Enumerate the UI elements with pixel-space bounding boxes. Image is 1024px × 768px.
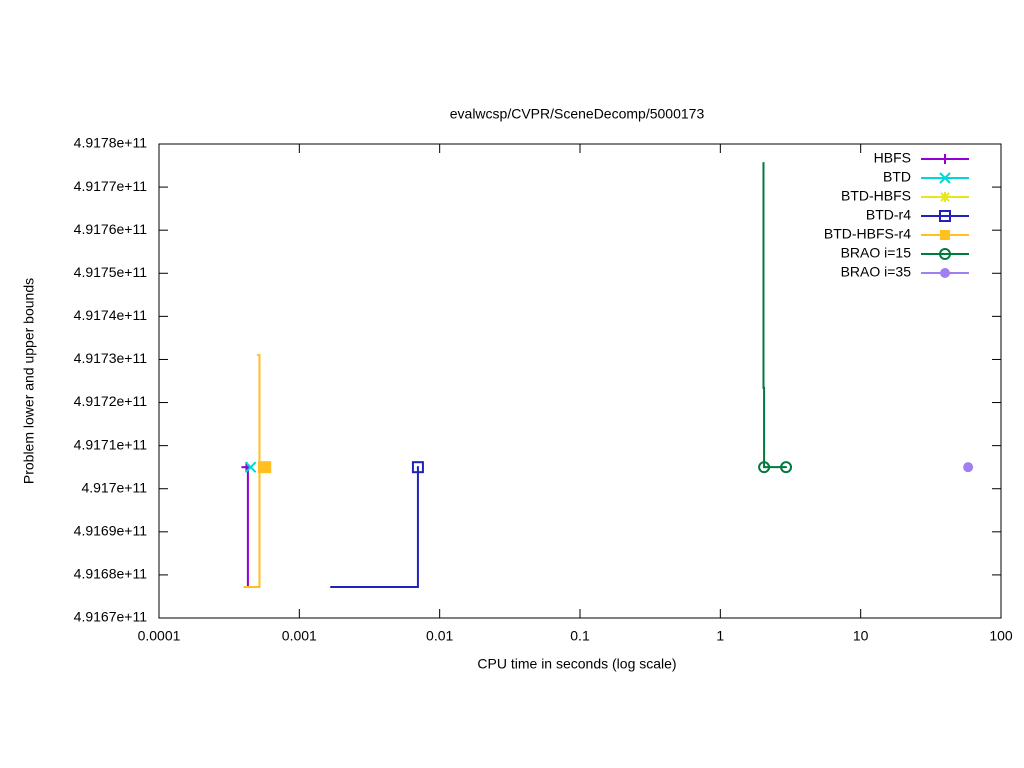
x-tick-label: 0.1 [570,628,590,644]
x-tick-label: 10 [853,628,869,644]
marker-part [940,192,950,202]
data-point [244,461,257,473]
marker-part [763,466,766,469]
legend-marker [939,172,951,184]
x-axis-label: CPU time in seconds (log scale) [477,656,676,672]
y-tick-label: 4.9172e+11 [74,393,148,409]
data-point [780,461,793,474]
y-tick-label: 4.917e+11 [81,479,147,495]
legend-label: BTD [883,169,911,185]
series-line [330,467,419,588]
y-tick-label: 4.9177e+11 [74,178,148,194]
legend-label: BRAO i=15 [841,245,912,261]
legend-marker [939,248,951,260]
y-tick-label: 4.9174e+11 [74,307,148,323]
data-point [411,461,424,474]
marker-part [940,230,950,240]
marker-part [780,461,793,474]
legend-label: BTD-r4 [866,207,911,223]
legend-label: BRAO i=35 [841,264,912,280]
data-point [963,462,974,473]
marker-part [785,466,788,469]
legend-label: BTD-HBFS [841,188,911,204]
y-tick-label: 4.9167e+11 [74,609,148,625]
series-line [243,467,249,588]
marker-part [963,462,974,473]
marker-part [758,461,771,474]
marker-part [939,210,951,222]
x-tick-label: 1 [716,628,724,644]
x-tick-label: 0.01 [426,628,453,644]
y-tick-label: 4.9168e+11 [74,566,148,582]
legend-marker [939,210,951,222]
y-tick-label: 4.9178e+11 [74,135,148,151]
marker-part [940,268,950,278]
x-tick-label: 100 [989,628,1013,644]
legend-marker [940,230,950,240]
y-tick-label: 4.9175e+11 [74,264,148,280]
legend-marker [940,268,950,278]
marker-part [939,248,951,260]
y-tick-label: 4.9176e+11 [74,221,148,237]
data-point [758,461,771,474]
marker-part [944,215,946,217]
marker-part [939,172,951,184]
series-line [762,162,787,469]
y-tick-label: 4.9169e+11 [74,523,148,539]
marker-part [944,253,946,255]
legend-marker [940,154,950,164]
legend-label: BTD-HBFS-r4 [824,226,911,242]
x-tick-label: 0.0001 [138,628,181,644]
marker-part [244,461,257,473]
y-tick-label: 4.9173e+11 [74,350,148,366]
chart-title: evalwcsp/CVPR/SceneDecomp/5000173 [450,106,705,122]
y-axis-label: Problem lower and upper bounds [21,278,37,484]
data-point [257,461,272,474]
marker-part [411,461,424,474]
legend-label: HBFS [874,150,911,166]
y-tick-label: 4.9171e+11 [74,436,148,452]
marker-part [416,466,419,469]
marker-part [257,461,272,474]
x-tick-label: 0.001 [282,628,317,644]
legend-marker [940,192,950,202]
